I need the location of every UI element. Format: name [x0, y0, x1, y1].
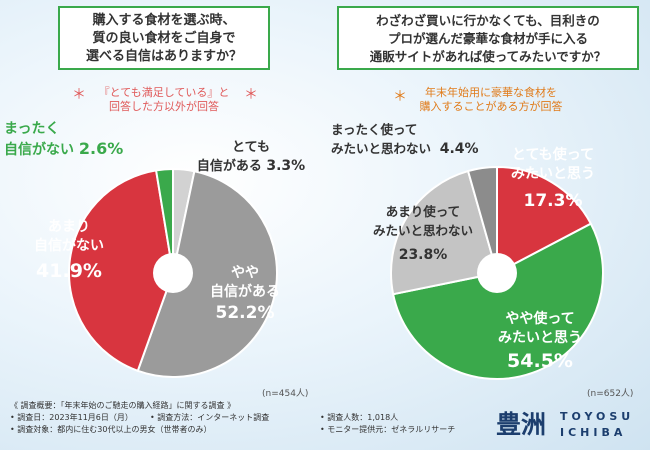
- right-label-somewhat-want-line-2: みたいと思う: [498, 330, 582, 346]
- survey-title: 《 調査概要：「年末年始のご馳走の購入経路」に関する調査 》: [10, 401, 236, 410]
- right-label-not-very-want-line-1: あまり使って: [385, 204, 461, 219]
- right-label-somewhat-want-line-1: やや使って: [505, 311, 575, 327]
- right-pct-very-want: 17.3%: [523, 191, 583, 211]
- pie-slice-3: [466, 165, 498, 274]
- left-chart-panel: 購入する食材を選ぶ時、 質の良い食材をご自身で 選べる自信はありますか？ ＊ ＊…: [0, 0, 325, 399]
- left-label-none-confident-line-2: 自信がない: [4, 142, 74, 158]
- pie-slice-2: [68, 169, 175, 373]
- right-label-not-very-want-line-2: みたいと思わない: [372, 223, 473, 238]
- left-pct-not-very-confident: 41.9%: [36, 260, 102, 282]
- right-question-line-1: わざわざ買いに行かなくても、目利きの: [376, 13, 600, 28]
- right-note-star-left: ＊: [393, 89, 407, 105]
- right-label-very-want: とても使って みたいと思う 17.3%: [493, 146, 613, 211]
- right-sample-size: (n=652人): [587, 389, 634, 399]
- right-note-line-2: 購入することがある方が回答: [419, 100, 563, 113]
- left-question-line-2: 質の良い食材をご自身で: [92, 31, 236, 46]
- left-label-none-confident-line-1: まったく: [4, 121, 60, 137]
- survey-target: • 調査対象：都内に住む30代以上の男女（世帯者のみ）: [10, 425, 212, 434]
- right-label-very-want-line-2: みたいと思う: [511, 166, 595, 182]
- left-label-very-confident-line-2: 自信がある: [196, 159, 262, 174]
- left-pct-somewhat-confident: 52.2%: [215, 303, 275, 323]
- donut-hole: [153, 253, 193, 293]
- survey-method: • 調査方法：インターネット調査: [150, 413, 270, 422]
- right-pct-not-at-all: 4.4%: [439, 141, 479, 157]
- right-note-line-1: 年末年始用に豪華な食材を: [425, 86, 557, 99]
- left-label-very-confident: とても 自信がある 3.3%: [196, 138, 306, 176]
- right-label-not-at-all: まったく使って みたいと思わない 4.4%: [331, 120, 491, 159]
- right-label-not-at-all-line-1: まったく使って: [331, 122, 418, 137]
- survey-date: • 調査日：2023年11月6日（月）: [10, 413, 133, 422]
- donut-hole: [477, 253, 517, 293]
- left-pct-very-confident: 3.3%: [266, 158, 306, 174]
- survey-footer: 《 調査概要：「年末年始のご馳走の購入経路」に関する調査 》 • 調査日：202…: [0, 398, 650, 450]
- left-label-somewhat-confident-line-1: やや: [231, 265, 259, 281]
- left-question-box: 購入する食材を選ぶ時、 質の良い食材をご自身で 選べる自信はありますか？: [58, 6, 270, 70]
- survey-count: • 調査人数：1,018人: [320, 413, 399, 422]
- right-label-very-want-line-1: とても使って: [511, 147, 595, 163]
- left-sample-size: (n=454人): [262, 389, 309, 399]
- right-chart-panel: わざわざ買いに行かなくても、目利きの プロが選んだ豪華な食材が手に入る 通販サイ…: [325, 0, 650, 399]
- left-note-line-2: 回答した方以外が回答: [109, 100, 219, 113]
- logo-line-2: ICHIBA: [560, 426, 627, 439]
- left-note-star-left: ＊: [72, 87, 86, 103]
- left-label-somewhat-confident: やや 自信がある 52.2%: [190, 264, 300, 323]
- right-question-line-3: 通販サイトがあれば使ってみたいですか？: [369, 49, 607, 64]
- logo-kanji: 豊洲: [496, 410, 547, 439]
- pie-slice-1: [391, 222, 604, 380]
- right-respondent-note: 年末年始用に豪華な食材を 購入することがある方が回答: [407, 86, 575, 114]
- pie-slice-0: [496, 165, 593, 275]
- left-label-not-very-confident-line-1: あまり: [48, 219, 90, 235]
- right-label-not-very-want: あまり使って みたいと思わない 23.8%: [357, 202, 489, 265]
- pie-slice-3: [154, 167, 174, 274]
- right-pie-chart: [390, 165, 604, 380]
- left-respondent-note: 『とても満足している』と 回答した方以外が回答: [82, 86, 246, 114]
- pie-slice-2: [390, 169, 499, 296]
- right-question-box: わざわざ買いに行かなくても、目利きの プロが選んだ豪華な食材が手に入る 通販サイ…: [337, 6, 639, 70]
- left-label-none-confident: まったく 自信がない 2.6%: [4, 120, 144, 160]
- toyosu-ichiba-logo: 豊洲 TOYOSU ICHIBA: [496, 408, 644, 442]
- left-label-very-confident-line-1: とても: [232, 140, 270, 155]
- pie-slice-1: [136, 170, 278, 378]
- right-question-line-2: プロが選んだ豪華な食材が手に入る: [387, 31, 588, 46]
- left-note-line-1: 『とても満足している』と: [98, 86, 230, 99]
- left-label-somewhat-confident-line-2: 自信がある: [210, 284, 280, 300]
- right-label-somewhat-want: やや使って みたいと思う 54.5%: [475, 310, 605, 371]
- left-label-not-very-confident: あまり 自信がない 41.9%: [14, 218, 124, 281]
- left-note-star-right: ＊: [244, 87, 258, 103]
- right-label-not-at-all-line-2: みたいと思わない: [331, 141, 432, 156]
- left-question-line-1: 購入する食材を選ぶ時、: [92, 13, 236, 28]
- logo-line-1: TOYOSU: [560, 410, 635, 423]
- left-pie-chart: [68, 167, 278, 378]
- right-pct-not-very-want: 23.8%: [398, 247, 448, 263]
- left-pct-none-confident: 2.6%: [78, 139, 124, 158]
- survey-provider: • モニター提供元：ゼネラルリサーチ: [320, 425, 456, 434]
- left-label-not-very-confident-line-2: 自信がない: [34, 238, 104, 254]
- right-pct-somewhat-want: 54.5%: [507, 350, 573, 372]
- left-question-line-3: 選べる自信はありますか？: [85, 49, 242, 64]
